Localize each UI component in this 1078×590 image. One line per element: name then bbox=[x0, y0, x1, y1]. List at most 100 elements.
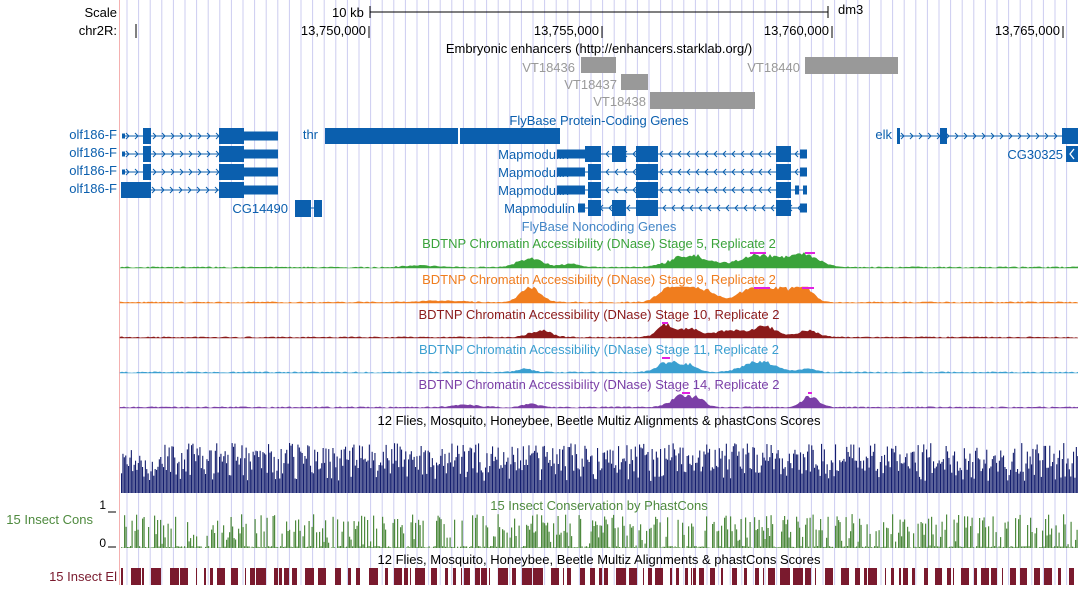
dnase-signal-stage5[interactable] bbox=[120, 253, 1078, 268]
phastcons-bar bbox=[217, 521, 218, 548]
multiz-bar bbox=[160, 457, 161, 493]
track-side-label[interactable]: 15 Insect El bbox=[49, 569, 117, 584]
gene-model[interactable] bbox=[557, 164, 807, 180]
multiz-bar bbox=[829, 470, 830, 493]
multiz-bar bbox=[219, 457, 220, 493]
multiz-bar bbox=[363, 460, 364, 494]
multiz-bar bbox=[167, 456, 168, 493]
phastcons-bar bbox=[340, 546, 341, 548]
phastcons-bar bbox=[769, 536, 770, 548]
enhancer-feature[interactable] bbox=[805, 57, 898, 74]
multiz-bar bbox=[194, 454, 195, 493]
multiz-conservation-bars[interactable] bbox=[121, 443, 1078, 493]
enhancer-feature[interactable] bbox=[581, 57, 616, 73]
gene-model[interactable] bbox=[897, 128, 1078, 144]
multiz-bar bbox=[457, 446, 458, 493]
gene-model[interactable] bbox=[557, 182, 807, 198]
exon-block bbox=[557, 168, 585, 177]
multiz-bar bbox=[555, 474, 556, 493]
dnase-signal-stage9[interactable] bbox=[120, 287, 1078, 303]
multiz-bar bbox=[972, 462, 973, 493]
gene-label[interactable]: Mapmodulin bbox=[504, 201, 575, 216]
gene-label[interactable]: olf186-F bbox=[69, 127, 117, 142]
enhancer-label[interactable]: VT18437 bbox=[564, 77, 617, 92]
enhancer-feature[interactable] bbox=[650, 92, 755, 109]
phastcons-bar bbox=[357, 526, 358, 548]
phastcons-bars[interactable] bbox=[121, 514, 1078, 548]
gene-model[interactable] bbox=[295, 200, 322, 217]
multiz-bar bbox=[1067, 459, 1068, 494]
gene-model[interactable] bbox=[578, 200, 807, 216]
gene-label[interactable]: elk bbox=[875, 127, 892, 142]
multiz-bar bbox=[1002, 457, 1003, 493]
phastcons-bar bbox=[249, 546, 250, 548]
gene-model[interactable] bbox=[1066, 146, 1078, 162]
insect-cons-track[interactable]: 15 Insect Conservation by PhastCons 15 I… bbox=[6, 498, 1077, 550]
multiz-bar bbox=[390, 473, 391, 493]
multiz-bar bbox=[348, 460, 349, 493]
phastcons-bar bbox=[883, 522, 884, 548]
gene-label[interactable]: thr bbox=[303, 127, 319, 142]
conserved-element bbox=[974, 568, 977, 585]
multiz-bar bbox=[197, 449, 198, 494]
phastcons-bar bbox=[799, 528, 800, 548]
enhancer-feature[interactable] bbox=[621, 74, 648, 90]
multiz-bar bbox=[239, 465, 240, 493]
gene-label[interactable]: olf186-F bbox=[69, 181, 117, 196]
phastcons-bar bbox=[952, 547, 953, 548]
dnase-signal-stage10[interactable] bbox=[120, 323, 1078, 338]
multiz-bar bbox=[877, 469, 878, 493]
conserved-elements[interactable] bbox=[121, 568, 1074, 585]
multiz-bar bbox=[717, 467, 718, 493]
exon-block bbox=[578, 204, 585, 213]
multiz-bar bbox=[332, 448, 333, 493]
multiz-bar bbox=[342, 466, 343, 493]
multiz-bar bbox=[1020, 472, 1021, 493]
multiz-bar bbox=[796, 454, 797, 493]
phastcons-bar bbox=[522, 547, 523, 548]
gene-label[interactable]: olf186-F bbox=[69, 163, 117, 178]
gene-label[interactable]: CG14490 bbox=[232, 201, 288, 216]
multiz-bar bbox=[1076, 447, 1077, 493]
multiz-bar bbox=[507, 458, 508, 493]
phastcons-bar bbox=[960, 546, 961, 548]
multiz-bar bbox=[451, 444, 452, 493]
noncoding-genes-title[interactable]: FlyBase Noncoding Genes bbox=[522, 219, 677, 234]
multiz-bar bbox=[897, 461, 898, 493]
gene-label[interactable]: CG30325 bbox=[1007, 147, 1063, 162]
enhancer-label[interactable]: VT18440 bbox=[747, 60, 800, 75]
multiz-bar bbox=[471, 448, 472, 493]
multiz-bar bbox=[300, 452, 301, 493]
enhancer-label[interactable]: VT18436 bbox=[522, 60, 575, 75]
phastcons-bar bbox=[222, 533, 223, 548]
multiz-bar bbox=[170, 472, 171, 493]
dnase-tracks[interactable]: BDTNP Chromatin Accessibility (DNase) St… bbox=[120, 236, 1078, 408]
multiz-bar bbox=[503, 452, 504, 493]
phastcons-bar bbox=[958, 515, 959, 548]
gene-label[interactable]: olf186-F bbox=[69, 145, 117, 160]
protein-coding-genes-track[interactable]: FlyBase Protein-Coding Genes olf186-F ol… bbox=[69, 113, 1078, 217]
multiz-bar bbox=[874, 444, 875, 493]
dnase-signal-stage14[interactable] bbox=[120, 394, 1078, 408]
dnase-signal-stage11[interactable] bbox=[120, 361, 1078, 373]
conserved-element bbox=[522, 568, 532, 585]
multiz-bar bbox=[828, 478, 829, 493]
phastcons-bar bbox=[121, 547, 122, 548]
track-title: FlyBase Protein-Coding Genes bbox=[509, 113, 689, 128]
phastcons-bar bbox=[954, 520, 955, 548]
phastcons-bar bbox=[675, 546, 676, 548]
enhancer-label[interactable]: VT18438 bbox=[593, 94, 646, 109]
multiz-track[interactable]: 12 Flies, Mosquito, Honeybee, Beetle Mul… bbox=[121, 413, 1078, 493]
phastcons-bar bbox=[304, 525, 305, 548]
insect-elements-track[interactable]: 12 Flies, Mosquito, Honeybee, Beetle Mul… bbox=[49, 552, 1074, 585]
gene-model[interactable] bbox=[557, 146, 807, 162]
phastcons-bar bbox=[855, 547, 856, 548]
conserved-element bbox=[699, 568, 704, 585]
multiz-bar bbox=[654, 477, 655, 493]
track-side-label[interactable]: 15 Insect Cons bbox=[6, 512, 93, 527]
multiz-bar bbox=[297, 445, 298, 493]
gene-model[interactable] bbox=[325, 128, 560, 144]
multiz-bar bbox=[327, 478, 328, 493]
phastcons-bar bbox=[913, 533, 914, 548]
